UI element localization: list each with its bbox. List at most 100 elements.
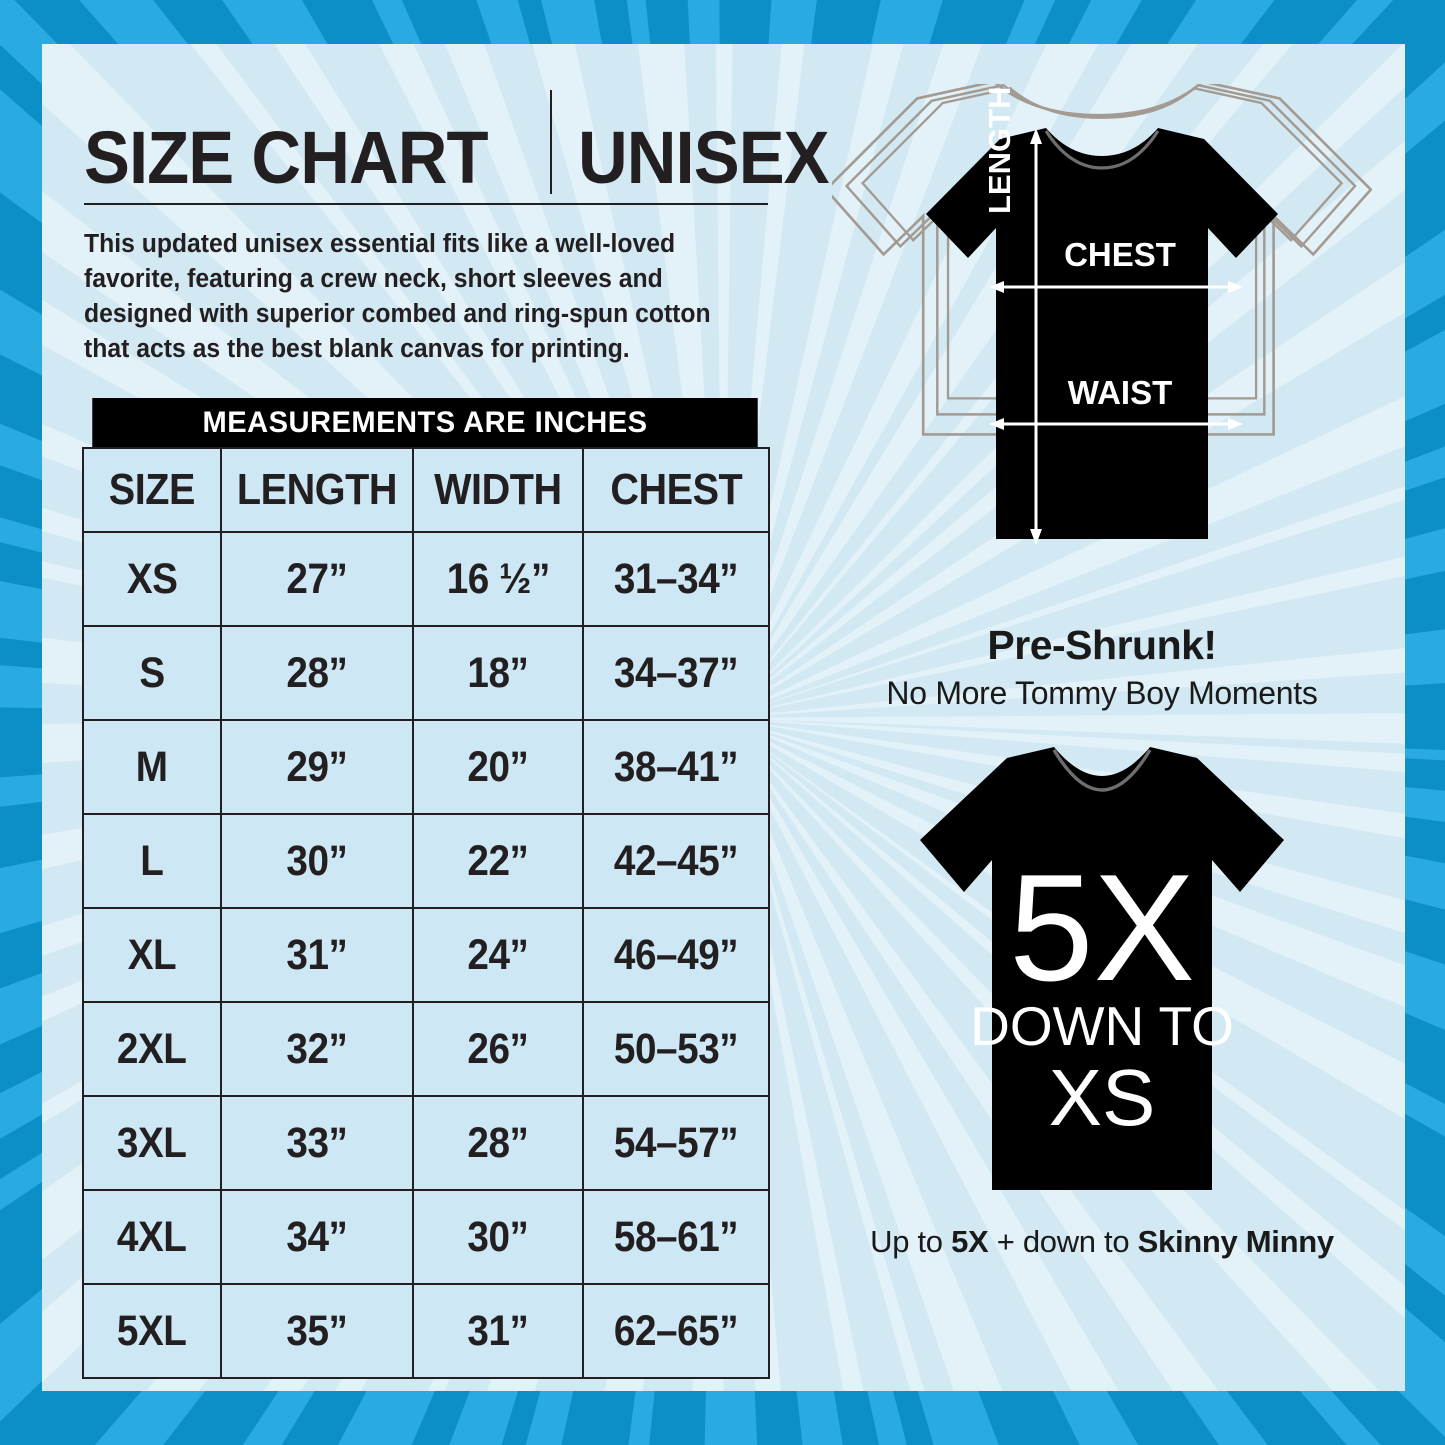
bottom-caption: Up to 5X + down to Skinny Minny	[832, 1224, 1372, 1260]
table-cell-value: 28”	[412, 1095, 584, 1191]
table-header-label: LENGTH	[236, 465, 398, 514]
content-panel: SIZE CHART UNISEX This updated unisex es…	[42, 44, 1405, 1391]
table-cell-value: 27”	[220, 531, 414, 627]
size-range-shirt: 5X DOWN TO XS	[832, 740, 1372, 1210]
table-cell-value: 28”	[220, 625, 414, 721]
table-cell-text: 28”	[286, 648, 348, 697]
shirt-line-2: DOWN TO	[970, 995, 1234, 1057]
table-row: 2XL 32” 26” 50–53”	[82, 1001, 770, 1097]
table-cell-value: 20”	[412, 719, 584, 815]
table-row: 5XL 35” 31” 62–65”	[82, 1283, 770, 1379]
table-cell-value: 42–45”	[582, 813, 770, 909]
page-title: SIZE CHART	[84, 116, 489, 199]
table-cell-text: 31”	[286, 930, 348, 979]
table-cell-size: L	[82, 813, 222, 909]
table-cell-text: 30”	[467, 1212, 529, 1261]
table-cell-text: 16 ½”	[446, 554, 550, 603]
table-cell-value: 31”	[220, 907, 414, 1003]
table-cell-size: M	[82, 719, 222, 815]
table-row: 3XL 33” 28” 54–57”	[82, 1095, 770, 1191]
title-rule	[84, 203, 768, 205]
size-table-wrapper: MEASUREMENTS ARE INCHES SIZE LENGTH WIDTH C…	[82, 398, 770, 1379]
left-column: SIZE CHART UNISEX This updated unisex es…	[80, 84, 830, 1379]
table-cell-text: 54–57”	[613, 1118, 739, 1167]
table-cell-size: XL	[82, 907, 222, 1003]
table-cell-text: XS	[126, 554, 178, 603]
table-body: XS 27” 16 ½” 31–34” S 28” 18” 34–37” M 29” 20” 38–4…	[82, 531, 770, 1379]
table-cell-text: 29”	[286, 742, 348, 791]
table-cell-value: 34”	[220, 1189, 414, 1285]
table-header-label: SIZE	[108, 465, 196, 514]
table-cell-text: 22”	[467, 836, 529, 885]
table-cell-text: XL	[127, 930, 177, 979]
table-cell-text: 50–53”	[613, 1024, 739, 1073]
table-cell-size: 4XL	[82, 1189, 222, 1285]
table-cell-text: 27”	[286, 554, 348, 603]
table-cell-value: 16 ½”	[412, 531, 584, 627]
measurement-diagram: LENGTH CHEST WAIST	[832, 84, 1372, 614]
table-cell-value: 29”	[220, 719, 414, 815]
table-cell-value: 35”	[220, 1283, 414, 1379]
right-column: LENGTH CHEST WAIST Pre-Shrunk! No More T…	[832, 84, 1372, 1260]
table-cell-text: 35”	[286, 1306, 348, 1355]
table-row: 4XL 34” 30” 58–61”	[82, 1189, 770, 1285]
table-header-chest: CHEST	[582, 447, 770, 533]
table-cell-text: 2XL	[117, 1024, 187, 1073]
table-cell-text: L	[140, 836, 164, 885]
table-cell-size: 2XL	[82, 1001, 222, 1097]
table-row: XL 31” 24” 46–49”	[82, 907, 770, 1003]
table-cell-text: 26”	[467, 1024, 529, 1073]
table-cell-text: 38–41”	[613, 742, 739, 791]
table-cell-text: S	[139, 648, 165, 697]
dimension-arrows	[989, 128, 1243, 545]
table-banner: MEASUREMENTS ARE INCHES	[92, 398, 758, 447]
table-cell-value: 33”	[220, 1095, 414, 1191]
table-cell-value: 30”	[220, 813, 414, 909]
table-cell-value: 32”	[220, 1001, 414, 1097]
table-cell-text: 33”	[286, 1118, 348, 1167]
length-label: LENGTH	[982, 87, 1017, 214]
table-cell-text: M	[136, 742, 168, 791]
title-divider	[550, 90, 552, 194]
table-cell-size: 3XL	[82, 1095, 222, 1191]
table-cell-text: 5XL	[117, 1306, 187, 1355]
shirt-line-1: 5X	[1009, 843, 1195, 1013]
table-cell-text: 28”	[467, 1118, 529, 1167]
table-cell-value: 38–41”	[582, 719, 770, 815]
table-cell-text: 31–34”	[613, 554, 739, 603]
table-cell-value: 31”	[412, 1283, 584, 1379]
table-cell-value: 54–57”	[582, 1095, 770, 1191]
page-subtitle: UNISEX	[578, 116, 830, 199]
preshrunk-headline: Pre-Shrunk!	[987, 622, 1217, 668]
caption-prefix: Up to	[870, 1224, 952, 1259]
table-cell-value: 62–65”	[582, 1283, 770, 1379]
table-cell-value: 30”	[412, 1189, 584, 1285]
table-cell-value: 22”	[412, 813, 584, 909]
table-cell-text: 58–61”	[613, 1212, 739, 1261]
table-cell-value: 58–61”	[582, 1189, 770, 1285]
table-cell-text: 24”	[467, 930, 529, 979]
table-row: L 30” 22” 42–45”	[82, 813, 770, 909]
waist-label: WAIST	[1068, 374, 1173, 411]
table-cell-value: 34–37”	[582, 625, 770, 721]
preshrunk-subline: No More Tommy Boy Moments	[886, 675, 1318, 711]
table-cell-value: 24”	[412, 907, 584, 1003]
tshirt-silhouette	[926, 128, 1278, 539]
table-header-row: SIZE LENGTH WIDTH CHEST	[82, 447, 770, 533]
table-header-width: WIDTH	[412, 447, 584, 533]
table-row: M 29” 20” 38–41”	[82, 719, 770, 815]
table-cell-size: 5XL	[82, 1283, 222, 1379]
table-cell-text: 34–37”	[613, 648, 739, 697]
table-cell-text: 62–65”	[613, 1306, 739, 1355]
caption-middle: + down to	[988, 1224, 1138, 1259]
table-cell-value: 50–53”	[582, 1001, 770, 1097]
table-cell-text: 20”	[467, 742, 529, 791]
table-cell-text: 46–49”	[613, 930, 739, 979]
caption-bold-5x: 5X	[951, 1224, 989, 1259]
chest-label: CHEST	[1064, 236, 1176, 273]
table-cell-value: 26”	[412, 1001, 584, 1097]
table-cell-text: 30”	[286, 836, 348, 885]
table-cell-size: S	[82, 625, 222, 721]
page-title-row: SIZE CHART UNISEX	[80, 84, 830, 199]
